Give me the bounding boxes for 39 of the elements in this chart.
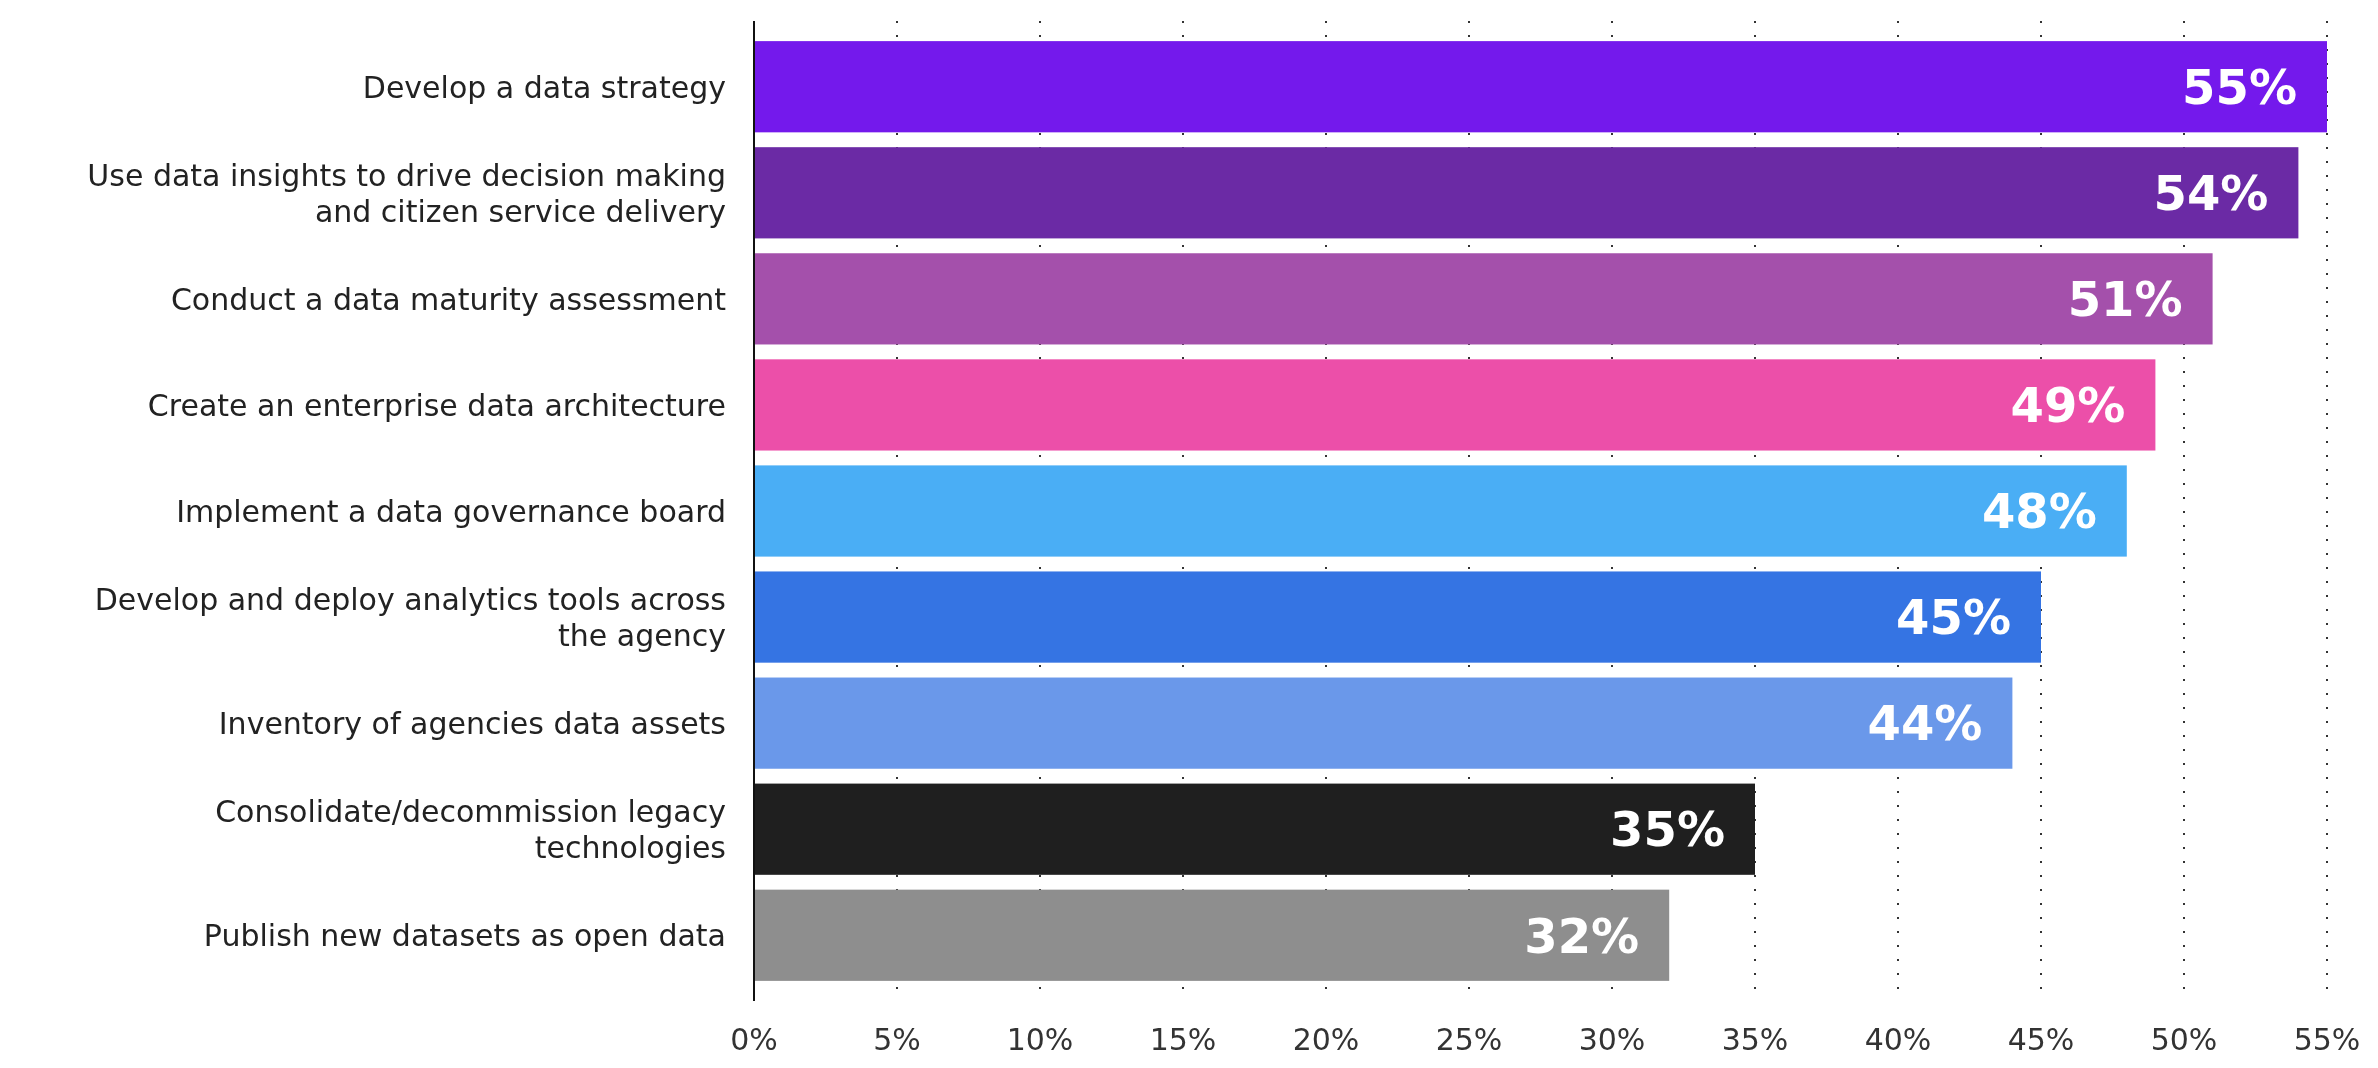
bar (754, 359, 2156, 451)
x-tick-label: 45% (2007, 1022, 2075, 1057)
y-tick-label: Create an enterprise data architecture (147, 387, 726, 423)
y-tick-label: Consolidate/decommission legacy technologies (215, 794, 726, 865)
data-label: 51% (2067, 271, 2183, 328)
data-label: 55% (2182, 59, 2297, 116)
bar (754, 677, 2013, 769)
x-tick-label: 10% (1006, 1022, 1074, 1057)
data-label: 35% (1610, 801, 1725, 858)
data-label: 45% (1896, 589, 2011, 646)
x-tick-label: 30% (1578, 1022, 1646, 1057)
bar (754, 889, 1670, 981)
bar (754, 783, 1755, 875)
data-label: 49% (2010, 377, 2126, 434)
data-label: 32% (1524, 907, 1640, 964)
x-tick-label: 0% (730, 1022, 778, 1057)
data-label: 54% (2153, 165, 2269, 222)
x-tick-label: 40% (1864, 1022, 1932, 1057)
y-tick-label: Implement a data governance board (176, 493, 726, 529)
x-tick-label: 20% (1292, 1022, 1360, 1057)
x-tick-label: 5% (873, 1022, 921, 1057)
data-label: 48% (1981, 483, 2097, 540)
y-tick-label: Inventory of agencies data assets (218, 705, 726, 741)
data-label: 44% (1867, 695, 1983, 752)
x-tick-label: 15% (1149, 1022, 1217, 1057)
x-tick-label: 55% (2293, 1022, 2361, 1057)
y-tick-label: Conduct a data maturity assessment (170, 281, 727, 317)
bar (754, 253, 2213, 345)
y-tick-label: Publish new datasets as open data (203, 918, 726, 954)
y-tick-label: Develop and deploy analytics tools across the agency (94, 581, 726, 653)
y-tick-label: Develop a data strategy (362, 69, 726, 105)
bar (754, 571, 2041, 663)
bar (754, 147, 2299, 239)
x-tick-label: 50% (2150, 1022, 2218, 1057)
bar (754, 465, 2127, 557)
y-tick-label: Use data insights to drive decision making and citizen service delivery (87, 157, 726, 229)
bar (754, 41, 2327, 133)
x-tick-label: 35% (1721, 1022, 1789, 1057)
x-tick-label: 25% (1435, 1022, 1503, 1057)
